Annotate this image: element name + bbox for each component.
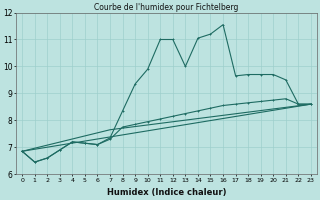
X-axis label: Humidex (Indice chaleur): Humidex (Indice chaleur) xyxy=(107,188,226,197)
Title: Courbe de l'humidex pour Fichtelberg: Courbe de l'humidex pour Fichtelberg xyxy=(94,3,239,12)
